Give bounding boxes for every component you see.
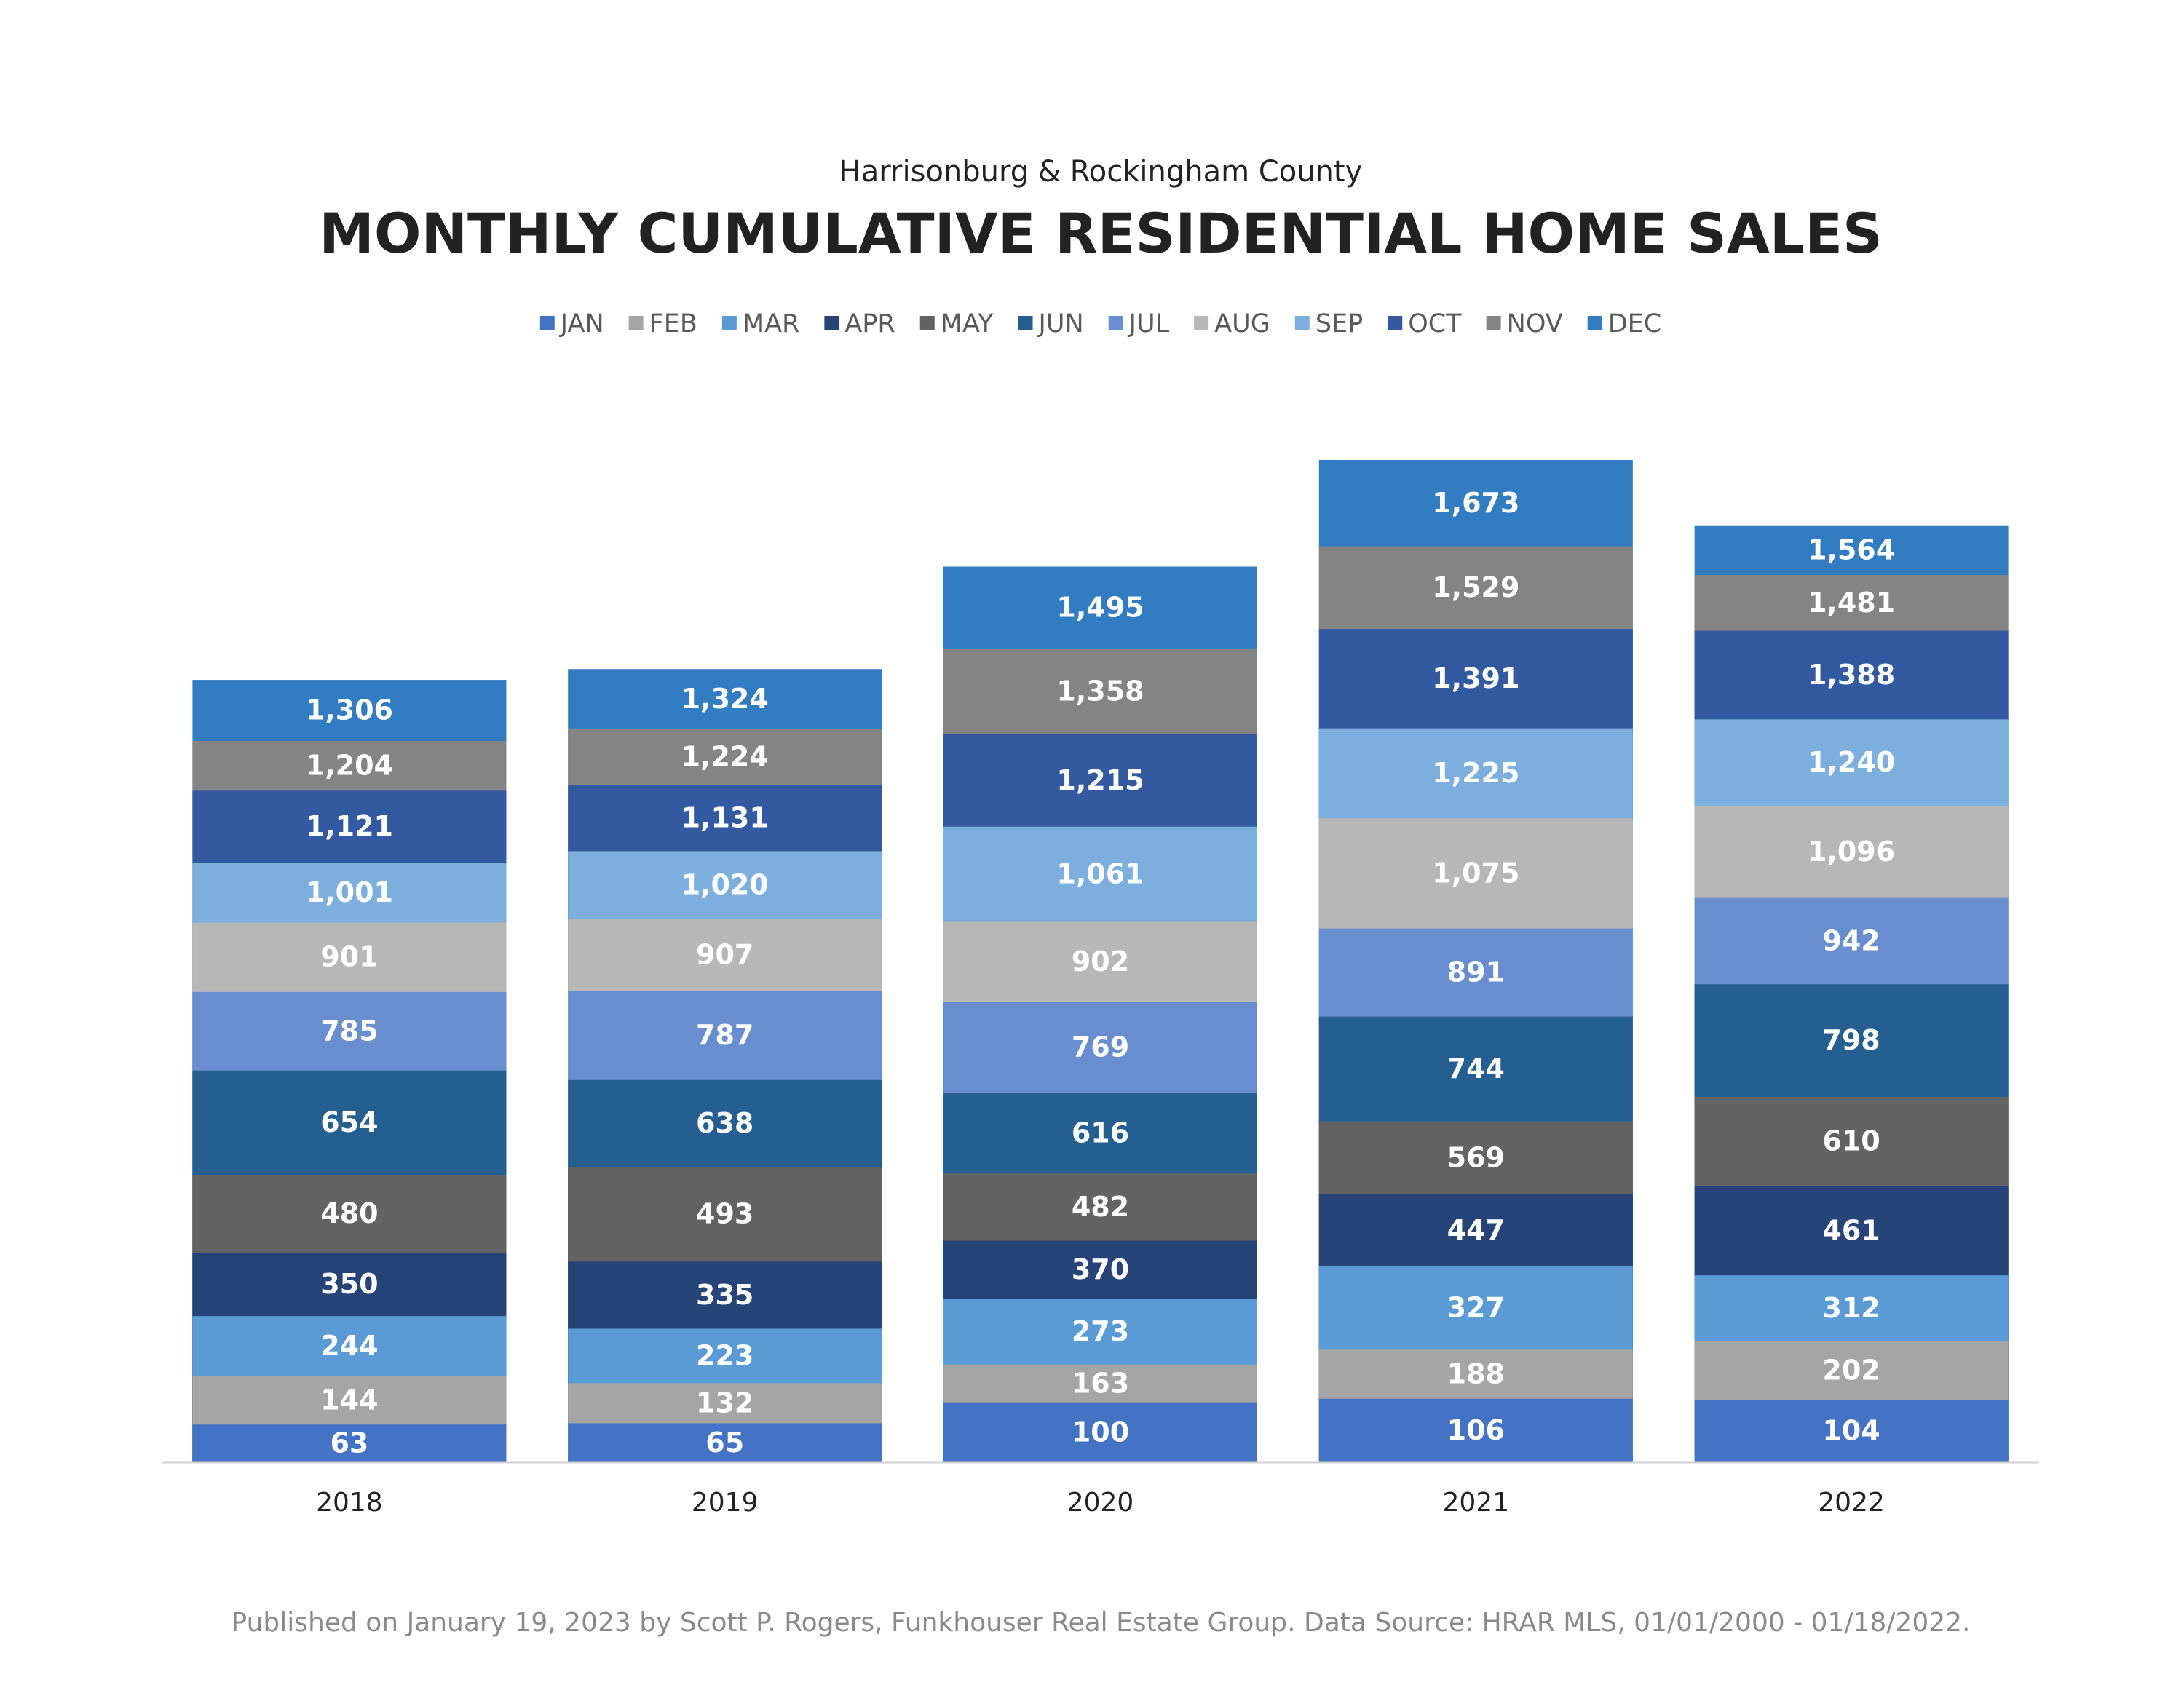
legend-swatch [1294, 316, 1310, 330]
x-tick-label: 2021 [1442, 1488, 1509, 1518]
data-label: 891 [1447, 956, 1505, 988]
bar [1694, 1400, 2009, 1462]
legend-swatch [539, 316, 555, 330]
data-label: 65 [705, 1427, 744, 1459]
data-label: 569 [1447, 1141, 1505, 1173]
footer: Published on January 19, 2023 by Scott P… [232, 1608, 1971, 1638]
data-label: 1,225 [1432, 757, 1519, 789]
data-label: 1,324 [681, 683, 769, 715]
legend-label: NOV [1507, 309, 1563, 338]
legend-label: JUN [1037, 309, 1084, 338]
data-label: 202 [1822, 1355, 1880, 1387]
data-label: 327 [1447, 1292, 1505, 1324]
data-label: 163 [1072, 1367, 1129, 1399]
x-tick-label: 2019 [692, 1488, 759, 1518]
data-label: 63 [330, 1427, 368, 1459]
legend-label: SEP [1315, 309, 1363, 338]
bar [192, 1424, 507, 1462]
bar [1318, 1398, 1633, 1462]
data-label: 1,564 [1808, 534, 1895, 566]
data-label: 1,061 [1056, 858, 1144, 890]
data-label: 654 [320, 1106, 378, 1138]
data-label: 1,358 [1056, 675, 1144, 707]
data-label: 370 [1072, 1253, 1129, 1285]
data-label: 1,306 [306, 694, 393, 726]
data-label: 1,215 [1056, 764, 1144, 796]
data-label: 1,224 [681, 740, 769, 772]
data-label: 1,388 [1808, 659, 1895, 691]
data-label: 1,096 [1808, 836, 1895, 868]
data-label: 942 [1822, 924, 1880, 956]
legend-swatch [1486, 316, 1501, 330]
data-label: 638 [696, 1107, 753, 1139]
data-label: 901 [320, 941, 378, 973]
legend: JAN FEB MAR APR MAY JUN JUL AUG SEP OCT NOV DEC [539, 309, 1662, 338]
legend-swatch [721, 316, 737, 330]
data-label: 769 [1072, 1031, 1129, 1063]
x-tick-label: 2018 [316, 1488, 383, 1518]
data-label: 1,240 [1808, 746, 1895, 778]
legend-label: DEC [1608, 309, 1662, 338]
data-label: 1,075 [1432, 857, 1519, 889]
data-label: 350 [320, 1268, 378, 1300]
data-label: 482 [1072, 1191, 1129, 1223]
data-label: 144 [320, 1384, 378, 1416]
data-label: 902 [1072, 945, 1129, 978]
data-label: 798 [1822, 1024, 1880, 1056]
data-label: 1,204 [306, 750, 393, 782]
legend-swatch [1108, 316, 1123, 330]
data-label: 1,529 [1432, 571, 1519, 603]
data-label: 480 [320, 1197, 378, 1229]
legend-swatch [1194, 316, 1209, 330]
legend-swatch [824, 316, 839, 330]
legend-label: APR [844, 309, 895, 338]
legend-label: AUG [1214, 309, 1270, 338]
data-label: 1,020 [681, 868, 769, 900]
x-tick-label: 2022 [1818, 1488, 1885, 1518]
legend-swatch [1388, 316, 1403, 330]
data-label: 461 [1822, 1214, 1880, 1246]
data-label: 244 [320, 1330, 378, 1362]
data-label: 106 [1447, 1414, 1505, 1446]
data-label: 273 [1072, 1315, 1129, 1347]
data-label: 787 [696, 1019, 753, 1051]
x-tick-label: 2020 [1067, 1488, 1134, 1518]
data-label: 616 [1072, 1117, 1129, 1149]
data-label: 610 [1822, 1125, 1880, 1157]
bar [568, 1423, 882, 1462]
legend-label: FEB [649, 309, 697, 338]
data-label: 132 [696, 1387, 753, 1419]
bar [943, 1402, 1257, 1462]
data-label: 1,481 [1808, 587, 1895, 619]
legend-label: OCT [1408, 309, 1462, 338]
data-label: 493 [696, 1198, 753, 1230]
data-label: 1,121 [306, 810, 393, 842]
data-label: 188 [1447, 1358, 1505, 1390]
data-label: 785 [320, 1015, 378, 1047]
legend-label: MAY [941, 309, 994, 338]
data-label: 1,131 [681, 801, 769, 833]
data-label: 104 [1822, 1415, 1880, 1447]
data-label: 907 [696, 938, 753, 970]
data-label: 1,391 [1432, 662, 1519, 694]
data-label: 1,001 [306, 876, 393, 908]
legend-swatch [919, 316, 935, 330]
legend-swatch [1587, 316, 1602, 330]
data-label: 447 [1447, 1214, 1505, 1246]
chart-title: MONTHLY CUMULATIVE RESIDENTIAL HOME SALE… [319, 201, 1883, 266]
data-label: 312 [1822, 1292, 1880, 1324]
legend-swatch [628, 316, 644, 330]
legend-label: JUL [1128, 309, 1170, 338]
data-label: 100 [1072, 1416, 1129, 1448]
data-label: 744 [1447, 1052, 1505, 1085]
legend-swatch [1018, 316, 1033, 330]
data-label: 335 [696, 1279, 753, 1311]
data-label: 223 [696, 1339, 753, 1371]
legend-label: JAN [559, 309, 604, 338]
chart-subtitle: Harrisonburg & Rockingham County [839, 155, 1363, 189]
data-label: 1,673 [1432, 487, 1519, 519]
data-label: 1,495 [1056, 591, 1144, 623]
legend-label: MAR [743, 309, 799, 338]
